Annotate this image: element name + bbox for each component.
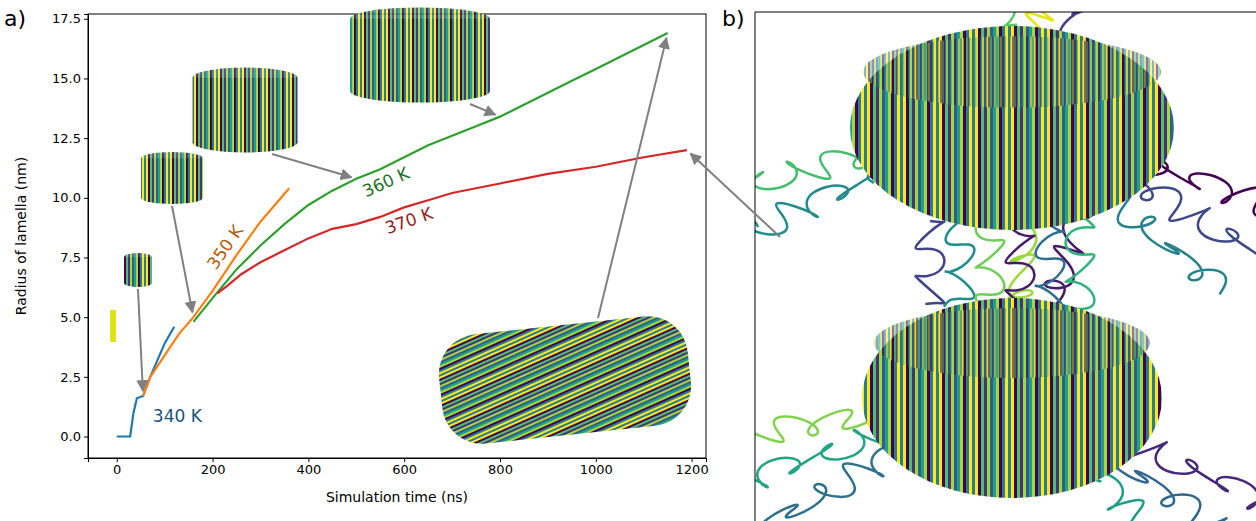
- series-label: 350 K: [203, 221, 248, 273]
- x-tick: 600: [392, 458, 417, 477]
- y-tick-label: 17.5: [52, 11, 81, 26]
- y-tick: 10.0: [52, 190, 88, 205]
- inset-render: [141, 152, 203, 204]
- y-tick-mark: [84, 317, 88, 318]
- x-tick-label: 400: [296, 462, 321, 477]
- polymer-chain: [1087, 471, 1185, 521]
- y-tick: 15.0: [52, 71, 88, 86]
- polymer-chain: [755, 151, 865, 199]
- y-tick: 12.5: [52, 131, 88, 146]
- x-tick-label: 600: [392, 462, 417, 477]
- x-tick: 800: [488, 458, 513, 477]
- figure: 0 200 400 600 800 1000 1200 0.0 2.5 5.0 7.5 10.0 12.…: [0, 0, 1256, 521]
- series-label: 340 K: [153, 406, 203, 426]
- pointer-arrow: [138, 289, 143, 391]
- polymer-chain: [1066, 217, 1095, 309]
- panel-b-frame: [755, 12, 1256, 13]
- inset-render: [193, 68, 298, 153]
- x-tick-label: 800: [488, 462, 513, 477]
- x-tick-label: 1200: [676, 462, 709, 477]
- panel-label: a): [4, 6, 26, 31]
- y-tick: 17.5: [52, 11, 88, 26]
- y-tick-mark: [84, 198, 88, 199]
- y-tick-label: 15.0: [52, 71, 81, 86]
- x-tick: 400: [296, 458, 321, 477]
- insets: [110, 8, 780, 448]
- y-tick-label: 10.0: [52, 190, 81, 205]
- series-line: [217, 150, 686, 293]
- pointer-arrow: [272, 154, 351, 177]
- polymer-chain: [1103, 190, 1226, 294]
- inset-top: [124, 253, 152, 261]
- y-axis: 0.0 2.5 5.0 7.5 10.0 12.5 15.0 17.5: [52, 11, 88, 458]
- y-axis-title: Radius of lamella (nm): [13, 157, 29, 315]
- lamella-render: [850, 26, 1174, 230]
- y-tick-mark: [84, 377, 88, 378]
- chains: [755, 12, 1256, 521]
- inset-render: [350, 8, 490, 103]
- x-tick-label: 200: [201, 462, 226, 477]
- pointer-arrow: [690, 153, 780, 237]
- inset-render: [110, 310, 116, 342]
- x-tick: 0: [113, 458, 121, 477]
- series-label: 370 K: [382, 203, 436, 238]
- inset-render: [435, 312, 695, 448]
- polymer-chain: [755, 168, 879, 234]
- x-tick: 200: [201, 458, 226, 477]
- inset-render: [124, 253, 152, 287]
- y-tick: 7.5: [60, 250, 88, 265]
- lamella-render: [862, 298, 1162, 498]
- inset-top: [193, 68, 298, 88]
- lamella-top-face: [863, 36, 1161, 107]
- pointer-arrow: [598, 38, 666, 318]
- x-tick: 1200: [676, 458, 709, 477]
- inset-top: [350, 8, 490, 31]
- x-tick-label: 0: [113, 462, 121, 477]
- x-axis-title: Simulation time (ns): [326, 489, 468, 505]
- y-tick-label: 7.5: [60, 250, 81, 265]
- y-tick: 2.5: [60, 369, 88, 384]
- y-tick-label: 12.5: [52, 131, 81, 146]
- polymer-chain: [916, 221, 945, 304]
- lamella-top-face: [874, 308, 1150, 378]
- plot-frame: [88, 14, 706, 458]
- panel-b-frame: [755, 12, 756, 521]
- y-tick-mark: [84, 437, 88, 438]
- y-tick-mark: [84, 138, 88, 139]
- pointer-arrow: [172, 206, 192, 312]
- y-tick-mark: [84, 78, 88, 79]
- polymer-chain: [944, 217, 975, 307]
- series-label: 360 K: [360, 162, 414, 201]
- y-tick-label: 0.0: [60, 429, 81, 444]
- x-tick: 1000: [580, 458, 613, 477]
- y-tick: 5.0: [60, 310, 88, 325]
- pointer-arrow: [470, 104, 495, 115]
- x-axis: 0 200 400 600 800 1000 1200: [89, 458, 709, 477]
- x-tick-label: 1000: [580, 462, 613, 477]
- panel-label: b): [722, 6, 745, 31]
- inset-top: [141, 152, 203, 164]
- y-tick-mark: [84, 257, 88, 258]
- panel-b: [755, 12, 1256, 521]
- y-tick-label: 2.5: [60, 369, 81, 384]
- y-tick-mark: [84, 19, 88, 20]
- y-tick-label: 5.0: [60, 310, 81, 325]
- y-tick: 0.0: [60, 429, 88, 444]
